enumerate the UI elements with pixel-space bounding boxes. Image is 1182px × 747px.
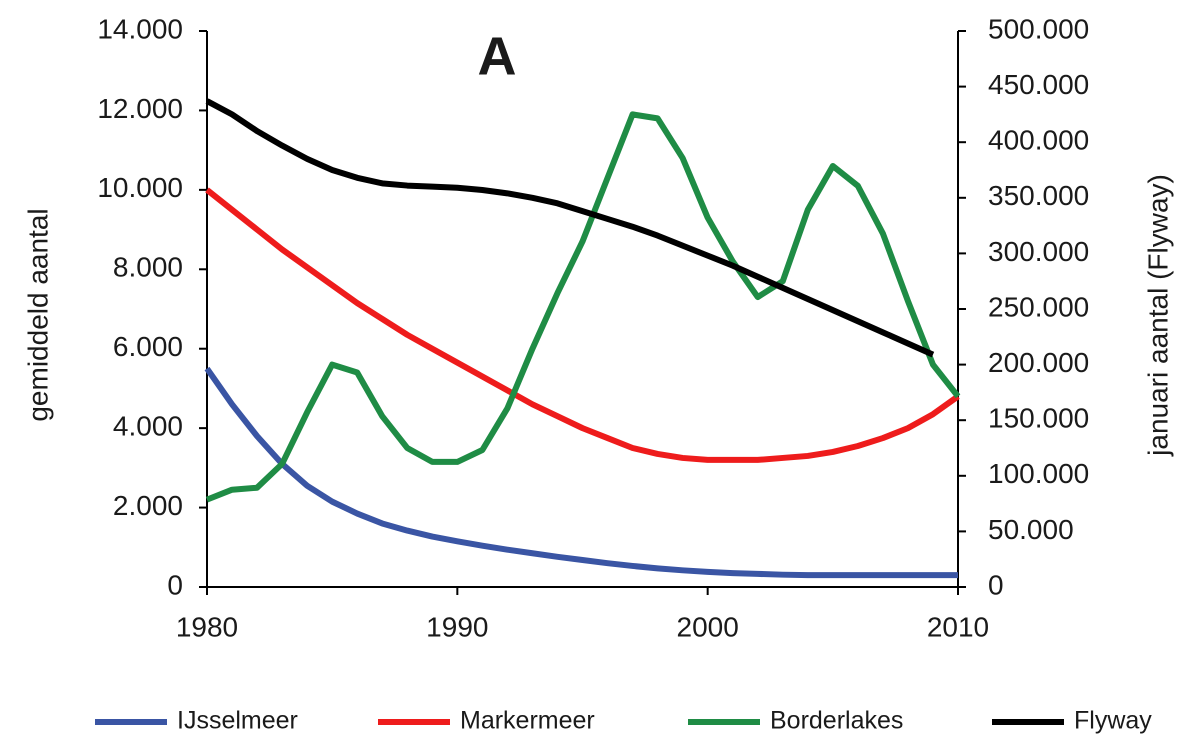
legend-label: Borderlakes (770, 707, 903, 735)
y2-tick-label: 50.000 (988, 514, 1074, 545)
legend-label: Markermeer (460, 707, 595, 735)
series-line (205, 111, 961, 503)
y-axis-label: gemiddeld aantal (22, 208, 53, 421)
y2-tick-label: 300.000 (988, 236, 1089, 267)
y2-tick-label: 0 (988, 569, 1004, 600)
y2-tick-label: 400.000 (988, 125, 1089, 156)
y-tick-label: 6.000 (113, 331, 183, 362)
y-tick-label: 10.000 (97, 172, 183, 203)
series-line (205, 187, 960, 463)
y2-tick-label: 150.000 (988, 403, 1089, 434)
legend-label: Flyway (1074, 707, 1152, 735)
x-tick-label: 2000 (677, 611, 739, 642)
y2-tick-label: 250.000 (988, 291, 1089, 322)
y-tick-label: 14.000 (97, 13, 183, 44)
legend-label: IJsselmeer (177, 707, 298, 735)
series-line (204, 366, 958, 579)
y2-tick-label: 350.000 (988, 180, 1089, 211)
y2-tick-label: 500.000 (988, 13, 1089, 44)
y-tick-label: 0 (167, 569, 183, 600)
y2-tick-label: 100.000 (988, 458, 1089, 489)
chart-title: A (478, 26, 517, 86)
y-tick-label: 8.000 (113, 252, 183, 283)
y2-axis-label: januari aantal (Flyway) (1142, 174, 1173, 457)
y-tick-label: 4.000 (113, 411, 183, 442)
y2-tick-label: 200.000 (988, 347, 1089, 378)
y-tick-label: 2.000 (113, 490, 183, 521)
y2-tick-label: 450.000 (988, 69, 1089, 100)
series-line (205, 98, 935, 358)
x-tick-label: 1990 (426, 611, 488, 642)
x-tick-label: 2010 (927, 611, 989, 642)
y-tick-label: 12.000 (97, 93, 183, 124)
x-tick-label: 1980 (176, 611, 238, 642)
